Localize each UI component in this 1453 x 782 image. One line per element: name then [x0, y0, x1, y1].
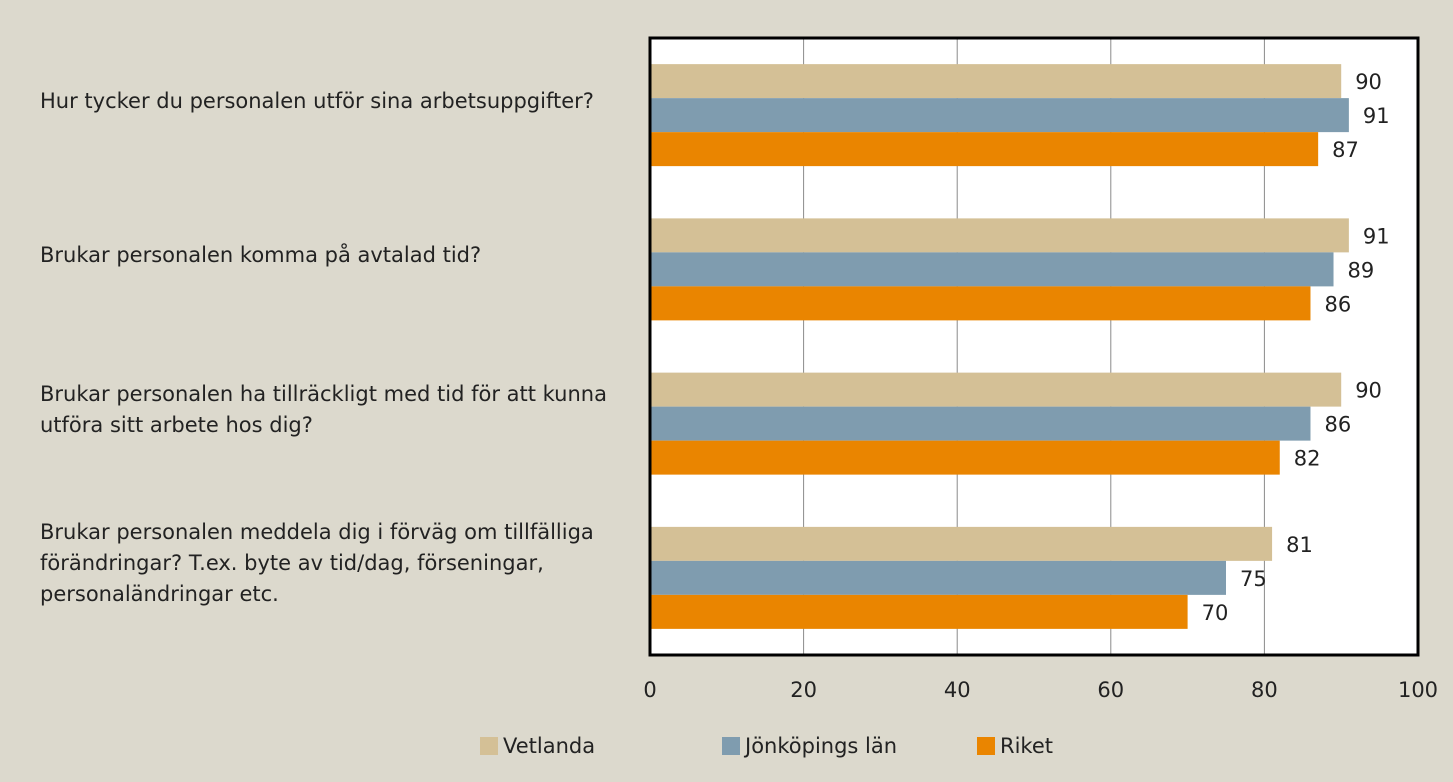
legend-swatch — [480, 737, 498, 755]
data-label: 86 — [1324, 413, 1351, 437]
bar — [650, 594, 1188, 629]
legend-label: Riket — [1000, 734, 1053, 758]
bar — [650, 440, 1280, 475]
data-label: 90 — [1355, 379, 1382, 403]
bar — [650, 64, 1342, 99]
data-label: 86 — [1324, 292, 1351, 316]
y-tick-label: Brukar personalen ha tillräckligt med ti… — [40, 381, 607, 437]
data-label: 81 — [1286, 533, 1313, 557]
legend-label: Jönköpings län — [743, 734, 897, 758]
bar — [650, 98, 1349, 133]
data-label: 70 — [1202, 601, 1229, 625]
x-tick-label: 20 — [790, 678, 817, 702]
data-label: 75 — [1240, 567, 1267, 591]
bar — [650, 218, 1349, 253]
legend-swatch — [977, 737, 995, 755]
y-tick-label: Brukar personalen komma på avtalad tid? — [40, 242, 482, 267]
y-tick-label: Hur tycker du personalen utför sina arbe… — [40, 88, 594, 113]
bar — [650, 526, 1273, 561]
data-label: 91 — [1363, 224, 1390, 248]
bar — [650, 372, 1342, 407]
legend-swatch — [722, 737, 740, 755]
plot-border — [648, 36, 1420, 657]
data-label: 87 — [1332, 138, 1359, 162]
data-label: 89 — [1348, 258, 1375, 282]
bar — [650, 132, 1319, 167]
x-tick-label: 40 — [944, 678, 971, 702]
data-label: 90 — [1355, 70, 1382, 94]
x-tick-label: 0 — [643, 678, 656, 702]
bar — [650, 252, 1334, 287]
x-tick-label: 80 — [1251, 678, 1278, 702]
x-tick-label: 100 — [1398, 678, 1438, 702]
y-tick-label: Brukar personalen meddela dig i förväg o… — [40, 520, 594, 607]
data-label: 91 — [1363, 104, 1390, 128]
bar — [650, 560, 1226, 595]
data-label: 82 — [1294, 447, 1321, 471]
x-tick-label: 60 — [1097, 678, 1124, 702]
bar — [650, 406, 1311, 441]
legend-label: Vetlanda — [503, 734, 595, 758]
bar — [650, 286, 1311, 321]
